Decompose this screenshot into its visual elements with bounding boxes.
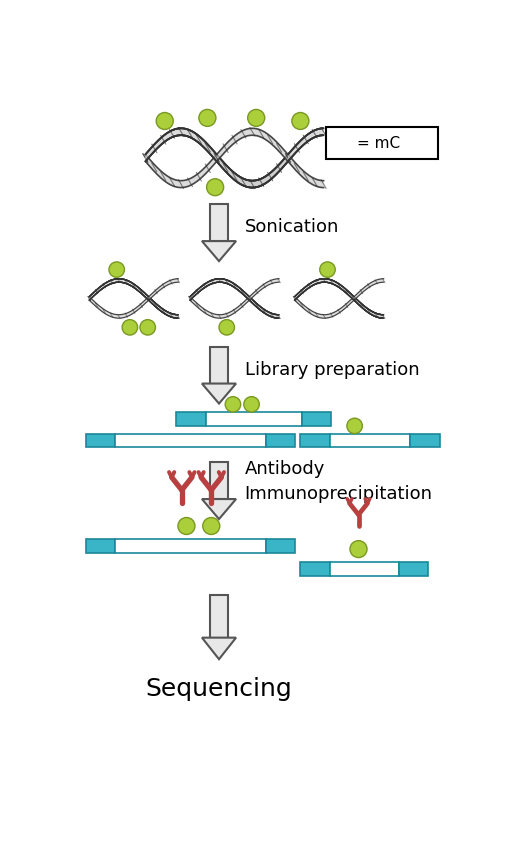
Polygon shape	[202, 383, 236, 403]
Text: Sequencing: Sequencing	[145, 677, 292, 701]
Circle shape	[347, 418, 362, 434]
Bar	[176, 412, 206, 426]
Bar	[330, 562, 399, 576]
Circle shape	[337, 136, 352, 152]
Bar	[266, 539, 295, 553]
Bar	[266, 434, 295, 447]
Bar	[330, 434, 411, 447]
Bar	[210, 462, 228, 499]
Bar	[411, 434, 440, 447]
FancyBboxPatch shape	[326, 127, 438, 160]
Circle shape	[350, 541, 367, 557]
Circle shape	[244, 396, 259, 412]
Bar	[210, 204, 228, 241]
Text: Antibody
Immunoprecipitation: Antibody Immunoprecipitation	[245, 460, 433, 503]
Bar	[86, 434, 115, 447]
Bar	[115, 434, 266, 447]
Circle shape	[225, 396, 241, 412]
Bar	[302, 412, 331, 426]
Circle shape	[292, 113, 309, 129]
Text: Library preparation: Library preparation	[245, 361, 419, 379]
Bar	[399, 562, 428, 576]
Text: = mC: = mC	[357, 136, 400, 151]
Bar	[210, 347, 228, 383]
Polygon shape	[202, 241, 236, 261]
Circle shape	[320, 262, 335, 277]
Bar	[115, 539, 266, 553]
Bar	[86, 539, 115, 553]
Circle shape	[140, 320, 156, 335]
Bar	[301, 434, 330, 447]
Circle shape	[199, 109, 216, 127]
Text: Sonication: Sonication	[245, 218, 339, 236]
Circle shape	[156, 113, 173, 129]
Polygon shape	[202, 499, 236, 519]
Bar	[206, 412, 302, 426]
Polygon shape	[202, 637, 236, 659]
Circle shape	[178, 518, 195, 534]
Circle shape	[109, 262, 124, 277]
Circle shape	[122, 320, 138, 335]
Bar	[210, 596, 228, 637]
Circle shape	[203, 518, 220, 534]
Circle shape	[248, 109, 265, 127]
Bar	[301, 562, 330, 576]
Circle shape	[219, 320, 234, 335]
Circle shape	[207, 179, 224, 196]
